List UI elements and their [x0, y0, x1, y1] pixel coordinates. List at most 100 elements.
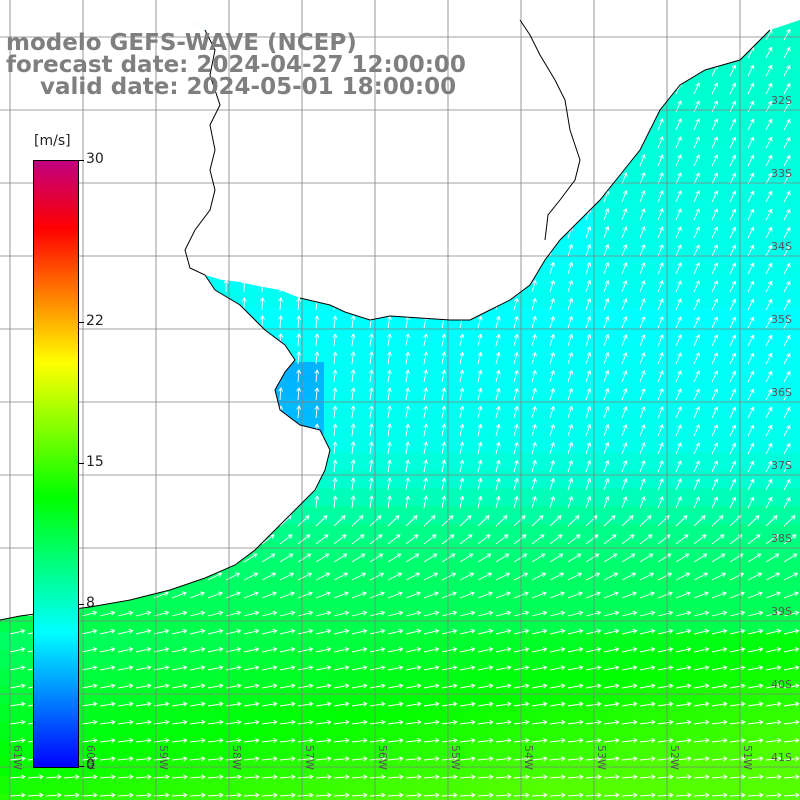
wind-arrow — [459, 534, 473, 545]
wind-speed-cell — [702, 452, 721, 471]
wind-arrow — [675, 352, 682, 365]
wind-speed-cell — [684, 632, 703, 651]
wind-arrow — [567, 774, 584, 780]
wind-speed-cell — [558, 272, 577, 291]
wind-arrow — [639, 496, 646, 509]
wind-arrow — [639, 553, 654, 563]
wind-arrow — [386, 459, 392, 473]
wind-arrow — [477, 553, 492, 563]
wind-speed-cell — [432, 344, 451, 363]
wind-speed-cell — [612, 578, 631, 597]
wind-arrow — [657, 553, 672, 563]
wind-speed-cell — [684, 452, 703, 471]
wind-arrow — [171, 792, 188, 798]
wind-speed-cell — [630, 524, 649, 543]
wind-speed-cell — [468, 686, 487, 705]
wind-arrow — [567, 792, 584, 798]
wind-arrow — [314, 333, 320, 347]
wind-arrow — [279, 628, 296, 635]
wind-speed-cell — [666, 362, 685, 381]
wind-speed-cell — [252, 596, 271, 615]
wind-speed-cell — [18, 686, 37, 705]
wind-arrow — [765, 478, 773, 491]
wind-speed-cell — [270, 650, 289, 669]
wind-arrow — [495, 477, 501, 491]
wind-arrow — [621, 665, 638, 671]
wind-arrow — [441, 387, 447, 401]
wind-speed-cell — [324, 524, 343, 543]
wind-arrow — [241, 297, 247, 311]
wind-speed-cell — [630, 740, 649, 759]
wind-speed-cell — [144, 668, 163, 687]
wind-speed-cell — [594, 290, 613, 309]
latitude-label: 32S — [771, 94, 792, 107]
wind-speed-cell — [594, 452, 613, 471]
wind-speed-cell — [648, 182, 667, 201]
latitude-label: 36S — [771, 386, 792, 399]
wind-arrow — [171, 591, 187, 599]
wind-arrow — [693, 442, 700, 455]
wind-arrow — [639, 334, 646, 347]
wind-arrow — [423, 610, 440, 617]
wind-arrow — [531, 534, 545, 545]
wind-arrow — [783, 591, 799, 599]
wind-arrow — [783, 701, 800, 707]
wind-arrow — [585, 792, 602, 798]
wind-speed-cell — [414, 776, 433, 795]
wind-arrow — [81, 756, 98, 762]
wind-arrow — [657, 262, 664, 275]
wind-arrow — [99, 647, 116, 653]
colorbar-tick-label: 0 — [86, 757, 95, 773]
wind-arrow — [711, 628, 728, 635]
wind-arrow — [405, 477, 411, 491]
wind-arrow — [639, 316, 646, 329]
wind-arrow — [495, 495, 501, 509]
wind-arrow — [207, 719, 224, 725]
wind-speed-cell — [756, 614, 775, 633]
wind-speed-cell — [720, 614, 739, 633]
wind-arrow — [729, 334, 737, 347]
wind-arrow — [585, 279, 592, 293]
wind-speed-cell — [540, 272, 559, 291]
wind-arrow — [423, 719, 440, 725]
wind-arrow — [314, 369, 320, 383]
wind-speed-cell — [396, 668, 415, 687]
wind-arrow — [477, 459, 483, 473]
wind-speed-cell — [576, 524, 595, 543]
wind-speed-cell — [486, 596, 505, 615]
wind-speed-cell — [522, 452, 541, 471]
longitude-label: 57W — [303, 745, 316, 770]
wind-speed-cell — [684, 398, 703, 417]
wind-speed-cell — [738, 110, 757, 129]
wind-arrow — [207, 774, 224, 780]
wind-speed-cell — [630, 344, 649, 363]
wind-arrow — [333, 738, 350, 743]
wind-speed-cell — [144, 740, 163, 759]
wind-speed-cell — [396, 506, 415, 525]
wind-speed-cell — [396, 650, 415, 669]
wind-speed-cell — [522, 470, 541, 489]
wind-speed-cell — [540, 668, 559, 687]
wind-arrow — [747, 665, 764, 671]
wind-arrow — [387, 665, 404, 671]
wind-arrow — [585, 351, 592, 365]
wind-speed-cell — [558, 686, 577, 705]
wind-arrow — [495, 683, 512, 689]
wind-arrow — [368, 441, 374, 455]
wind-arrow — [729, 719, 746, 725]
wind-arrow — [783, 316, 791, 329]
wind-speed-cell — [324, 344, 343, 363]
wind-speed-cell — [774, 650, 793, 669]
wind-arrow — [441, 333, 447, 347]
wind-speed-cell — [378, 614, 397, 633]
wind-arrow — [405, 333, 411, 347]
wind-arrow — [477, 351, 483, 365]
wind-arrow — [171, 738, 188, 743]
wind-speed-cell — [756, 668, 775, 687]
wind-arrow — [135, 719, 152, 725]
wind-arrow — [350, 369, 356, 383]
wind-speed-cell — [684, 110, 703, 129]
wind-speed-cell — [576, 434, 595, 453]
wind-arrow — [693, 82, 700, 95]
wind-arrow — [369, 647, 386, 653]
